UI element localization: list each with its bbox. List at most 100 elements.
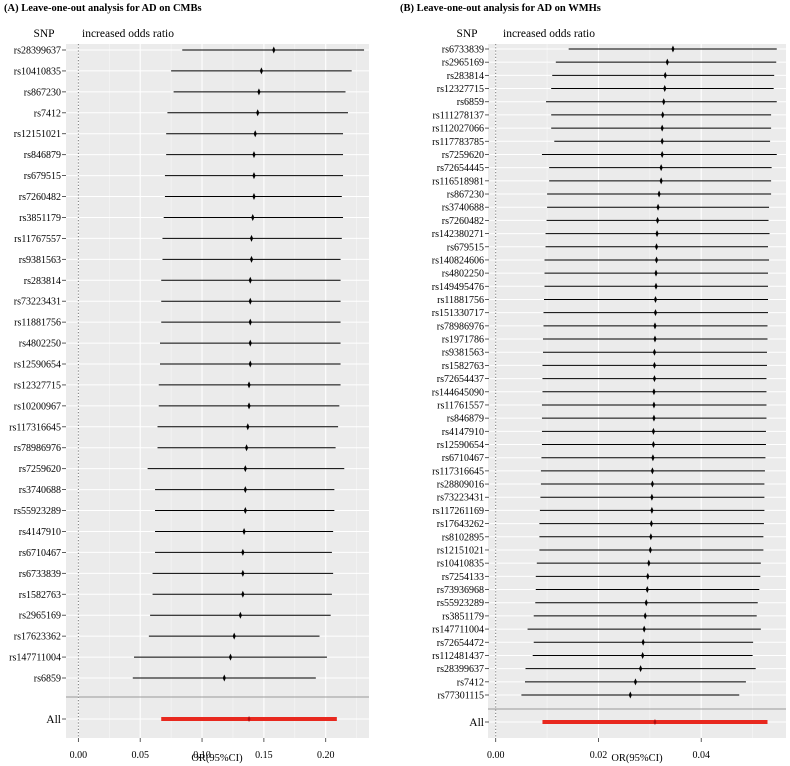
- b-point-estimate: [652, 375, 657, 383]
- a-snp-label: rs846879: [24, 150, 61, 161]
- b-point-estimate: [650, 480, 655, 488]
- b-point-estimate: [663, 71, 667, 79]
- a-point-estimate: [256, 109, 260, 117]
- b-snp-label: rs73223431: [437, 493, 484, 504]
- a-point-estimate: [252, 151, 256, 159]
- a-snp-label: rs12151021: [14, 129, 61, 140]
- b-snp-label: rs12590654: [437, 440, 484, 451]
- b-snp-label: rs78986976: [437, 321, 484, 332]
- panel-b-x-axis-label: OR(95%CI): [611, 753, 663, 764]
- a-snp-label: rs6710467: [19, 548, 61, 559]
- b-snp-label: rs679515: [447, 242, 484, 253]
- a-point-estimate: [259, 67, 264, 75]
- b-point-estimate: [628, 691, 632, 699]
- b-point-estimate: [655, 216, 660, 224]
- b-snp-label: rs77301115: [438, 691, 484, 702]
- a-point-estimate: [249, 234, 254, 242]
- panel-a-title: (A) Leave-one-out analysis for AD on CMB…: [4, 3, 202, 14]
- b-point-estimate: [649, 520, 653, 528]
- a-point-estimate: [248, 297, 252, 305]
- a-point-estimate: [253, 130, 257, 138]
- b-point-estimate: [660, 124, 664, 132]
- b-point-estimate: [660, 150, 664, 158]
- b-point-estimate: [652, 401, 656, 409]
- b-snp-label: rs9381563: [442, 348, 484, 359]
- b-snp-label: rs112481437: [432, 651, 484, 662]
- b-snp-label: rs111278137: [433, 110, 484, 121]
- a-snp-label: rs7259620: [19, 464, 61, 475]
- a-point-estimate: [244, 444, 249, 452]
- a-point-estimate: [251, 213, 255, 221]
- b-point-estimate: [638, 665, 643, 673]
- a-snp-label: rs9381563: [19, 255, 61, 266]
- panel-b-title: (B) Leave-one-out analysis for AD on WMH…: [400, 3, 601, 14]
- b-snp-label: rs283814: [447, 71, 484, 82]
- b-point-estimate: [653, 309, 658, 317]
- b-point-estimate: [661, 111, 665, 119]
- b-snp-label: rs1582763: [442, 361, 484, 372]
- b-snp-label: rs7259620: [442, 150, 484, 161]
- b-snp-label: rs144645090: [432, 387, 484, 398]
- b-point-estimate: [654, 243, 659, 251]
- a-snp-label: rs11881756: [14, 318, 61, 329]
- b-point-estimate: [665, 58, 669, 66]
- a-point-estimate: [248, 276, 252, 284]
- a-snp-label: rs7260482: [19, 192, 61, 203]
- a-snp-label: rs4802250: [19, 339, 61, 350]
- a-snp-label: rs2965169: [19, 611, 61, 622]
- b-point-estimate: [654, 256, 659, 264]
- a-snp-label: rs6859: [34, 674, 61, 685]
- b-snp-label: rs142380271: [432, 229, 484, 240]
- a-point-estimate: [241, 548, 245, 556]
- b-point-estimate: [649, 533, 653, 541]
- panel-a-effect-header: increased odds ratio: [82, 28, 174, 40]
- a-point-estimate: [252, 172, 256, 180]
- b-snp-label: rs7260482: [442, 216, 484, 227]
- a-point-estimate: [257, 88, 261, 96]
- b-point-estimate: [642, 625, 646, 633]
- a-point-estimate: [232, 632, 236, 640]
- b-point-estimate: [646, 572, 650, 580]
- b-point-estimate: [650, 467, 655, 475]
- b-x-tick-label: 0.00: [487, 750, 505, 761]
- b-snp-label: rs55923289: [437, 598, 484, 609]
- b-snp-label: rs6733839: [442, 45, 484, 56]
- a-point-estimate: [228, 653, 233, 661]
- b-point-estimate: [641, 651, 645, 659]
- a-x-tick-label: 0.10: [193, 750, 211, 761]
- b-snp-label: rs28809016: [437, 480, 484, 491]
- a-snp-label: rs117316645: [9, 422, 61, 433]
- a-snp-label: rs1582763: [19, 590, 61, 601]
- a-snp-label: rs7412: [34, 108, 61, 119]
- b-point-estimate: [653, 335, 657, 343]
- b-snp-label: rs3851179: [442, 611, 484, 622]
- b-snp-label: rs149495476: [432, 282, 484, 293]
- b-point-estimate: [652, 388, 656, 396]
- b-snp-label: rs28399637: [437, 664, 484, 675]
- panel-b: (B) Leave-one-out analysis for AD on WMH…: [400, 3, 786, 764]
- a-snp-label: rs73223431: [14, 297, 61, 308]
- b-point-estimate: [656, 203, 660, 211]
- a-snp-label: rs147711004: [9, 653, 61, 664]
- b-point-estimate: [659, 177, 663, 185]
- panel-b-plot-area: [488, 44, 786, 738]
- b-point-estimate: [663, 85, 667, 93]
- b-snp-label: rs7254133: [442, 572, 484, 583]
- b-point-estimate: [651, 441, 656, 449]
- b-point-estimate: [652, 348, 657, 356]
- b-snp-label: rs6859: [457, 97, 484, 108]
- a-x-tick-label: 0.05: [131, 750, 149, 761]
- b-point-estimate: [655, 230, 659, 238]
- a-point-estimate: [241, 569, 245, 577]
- b-snp-label: rs112027066: [432, 124, 484, 135]
- b-snp-label: rs8102895: [442, 532, 484, 543]
- b-point-estimate: [671, 45, 675, 53]
- a-snp-label: rs3851179: [19, 213, 61, 224]
- b-snp-label: rs73936968: [437, 585, 484, 596]
- b-x-tick-label: 0.04: [692, 750, 710, 761]
- b-snp-label: rs2965169: [442, 58, 484, 69]
- a-point-estimate: [243, 465, 247, 473]
- b-snp-label: rs11761557: [437, 400, 484, 411]
- b-point-estimate: [654, 269, 658, 277]
